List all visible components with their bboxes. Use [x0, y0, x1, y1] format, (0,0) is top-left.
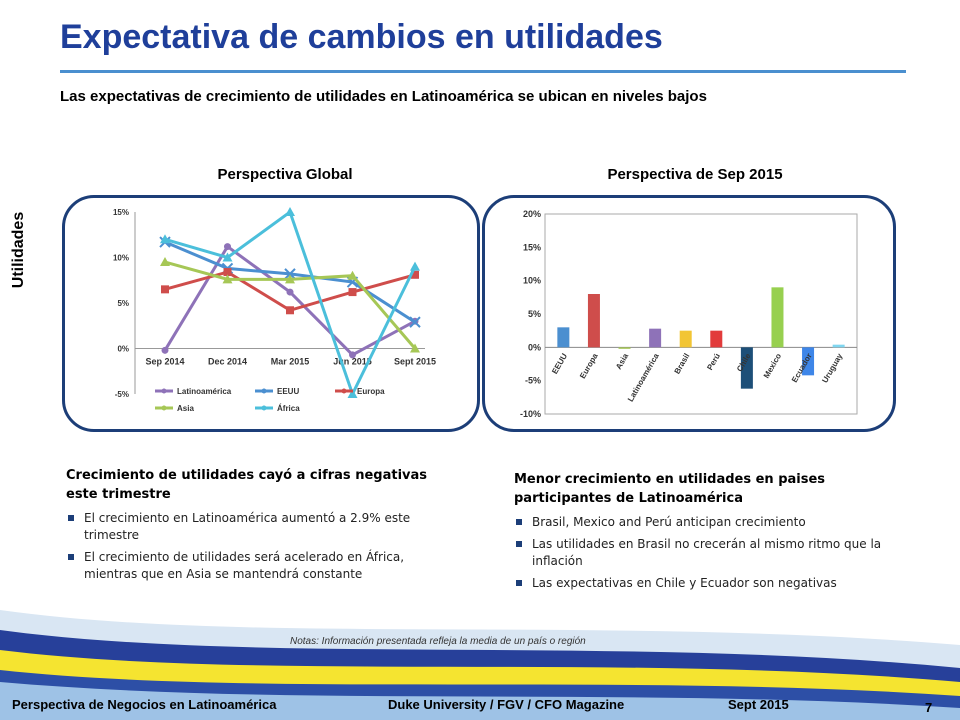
list-item: El crecimiento de utilidades será aceler… [66, 549, 432, 583]
data-point [349, 351, 356, 359]
legend-label: Latinoamérica [177, 387, 232, 396]
data-point [160, 257, 170, 267]
right-summary-heading: Menor crecimiento en utilidades en paise… [514, 472, 826, 506]
bullet-icon [516, 519, 522, 525]
data-point [284, 268, 296, 280]
bar [649, 328, 662, 348]
line-chart: -5% 0% 5% 10% 15% Sep 2014 Dec 2014 Mar 2015 Jun… [113, 207, 436, 413]
legend-marker [261, 405, 267, 411]
legend-label: EEUU [277, 387, 299, 396]
list-item-text: El crecimiento de utilidades será aceler… [84, 550, 405, 581]
data-point [222, 252, 233, 262]
x-tick-label: Sept 2015 [394, 357, 436, 367]
bar [740, 347, 753, 389]
y-tick-label: 5% [528, 309, 541, 319]
y-tick-label: 0% [117, 345, 129, 354]
footer-date: Sept 2015 [728, 697, 789, 712]
page-subtitle: Las expectativas de crecimiento de utili… [60, 88, 707, 105]
y-tick-label: -10% [520, 409, 541, 419]
legend-marker [161, 405, 167, 411]
left-summary-heading: Crecimiento de utilidades cayó a cifras … [66, 468, 428, 502]
bar [710, 330, 723, 348]
y-tick-label: 10% [113, 254, 129, 263]
footer-sources: Duke University / FGV / CFO Magazine [388, 697, 625, 712]
bullet-icon [68, 554, 74, 560]
legend-marker [161, 388, 167, 394]
series-line [163, 244, 416, 357]
bar [557, 327, 570, 348]
list-item-text: Las expectativas en Chile y Ecuador son … [532, 576, 837, 590]
legend-marker [261, 388, 267, 394]
data-point [409, 316, 421, 328]
list-item: Las utilidades en Brasil no crecerán al … [514, 536, 904, 570]
title-divider [60, 70, 906, 73]
right-summary: Menor crecimiento en utilidades en paise… [514, 470, 904, 597]
x-tick-label: Mar 2015 [271, 357, 310, 367]
data-point [411, 270, 419, 279]
left-panel-title: Perspectiva Global [217, 166, 353, 183]
footnote: Notas: Información presentada refleja la… [290, 636, 586, 647]
y-tick-label: 0% [528, 342, 541, 352]
list-item-text: El crecimiento en Latinoamérica aumentó … [84, 511, 411, 542]
left-summary: Crecimiento de utilidades cayó a cifras … [66, 466, 432, 588]
data-point [222, 274, 233, 284]
list-item-text: Brasil, Mexico and Perú anticipan crecim… [532, 515, 806, 529]
bar [587, 294, 600, 348]
y-tick-label: 10% [523, 276, 541, 286]
x-tick-label: Dec 2014 [208, 357, 247, 367]
footer-report-name: Perspectiva de Negocios en Latinoamérica [12, 697, 277, 712]
data-point [286, 306, 294, 315]
y-tick-label: -5% [115, 390, 129, 399]
list-item-text: Las utilidades en Brasil no crecerán al … [532, 537, 882, 568]
data-point [160, 234, 170, 244]
footer-wave-decoration [0, 610, 960, 720]
data-point [348, 288, 357, 297]
data-point [286, 288, 294, 296]
x-tick-label: Jun 2015 [333, 357, 372, 367]
bullet-icon [68, 515, 74, 521]
bar [771, 287, 784, 348]
data-point [410, 261, 420, 271]
side-axis-label: Utilidades [10, 211, 27, 289]
global-outlook-panel: -5% 0% 5% 10% 15% Sep 2014 Dec 2014 Mar 2015 Jun… [62, 195, 480, 432]
data-point [161, 346, 169, 354]
bar [832, 344, 845, 348]
list-item: Las expectativas en Chile y Ecuador son … [514, 575, 904, 592]
legend-label: Asia [177, 404, 194, 413]
data-point [224, 243, 231, 251]
data-point [223, 268, 232, 277]
legend-label: Europa [357, 387, 385, 396]
bullet-icon [516, 580, 522, 586]
legend-label: África [277, 404, 300, 413]
data-point [347, 270, 358, 280]
page-title: Expectativa de cambios en utilidades [60, 18, 663, 56]
bar [802, 347, 815, 376]
data-point [285, 274, 295, 284]
sep-2015-panel: -10% -5% 0% 5% 10% 15% 20% EEUU Europa Asia Latino… [482, 195, 896, 432]
bullet-icon [516, 541, 522, 547]
page-number: 7 [925, 700, 933, 715]
data-point [410, 343, 420, 353]
legend-marker [341, 388, 347, 394]
bar [618, 347, 631, 349]
y-tick-label: -5% [525, 376, 541, 386]
y-tick-label: 20% [523, 209, 541, 219]
x-tick-label: Sep 2014 [145, 357, 184, 367]
right-summary-list: Brasil, Mexico and Perú anticipan crecim… [514, 514, 904, 592]
right-panel-title: Perspectiva de Sep 2015 [607, 166, 783, 183]
y-tick-label: 15% [113, 208, 129, 217]
list-item: Brasil, Mexico and Perú anticipan crecim… [514, 514, 904, 531]
bar [679, 330, 692, 348]
left-summary-list: El crecimiento en Latinoamérica aumentó … [66, 510, 432, 583]
data-point [285, 207, 295, 216]
data-point [347, 389, 358, 398]
list-item: El crecimiento en Latinoamérica aumentó … [66, 510, 432, 544]
bar-chart: -10%-5%0%5%10%15%20%EEUU Europa AsiaLatino… [520, 209, 858, 419]
y-tick-label: 5% [117, 299, 129, 308]
y-tick-label: 15% [523, 242, 541, 252]
data-point [161, 285, 169, 294]
